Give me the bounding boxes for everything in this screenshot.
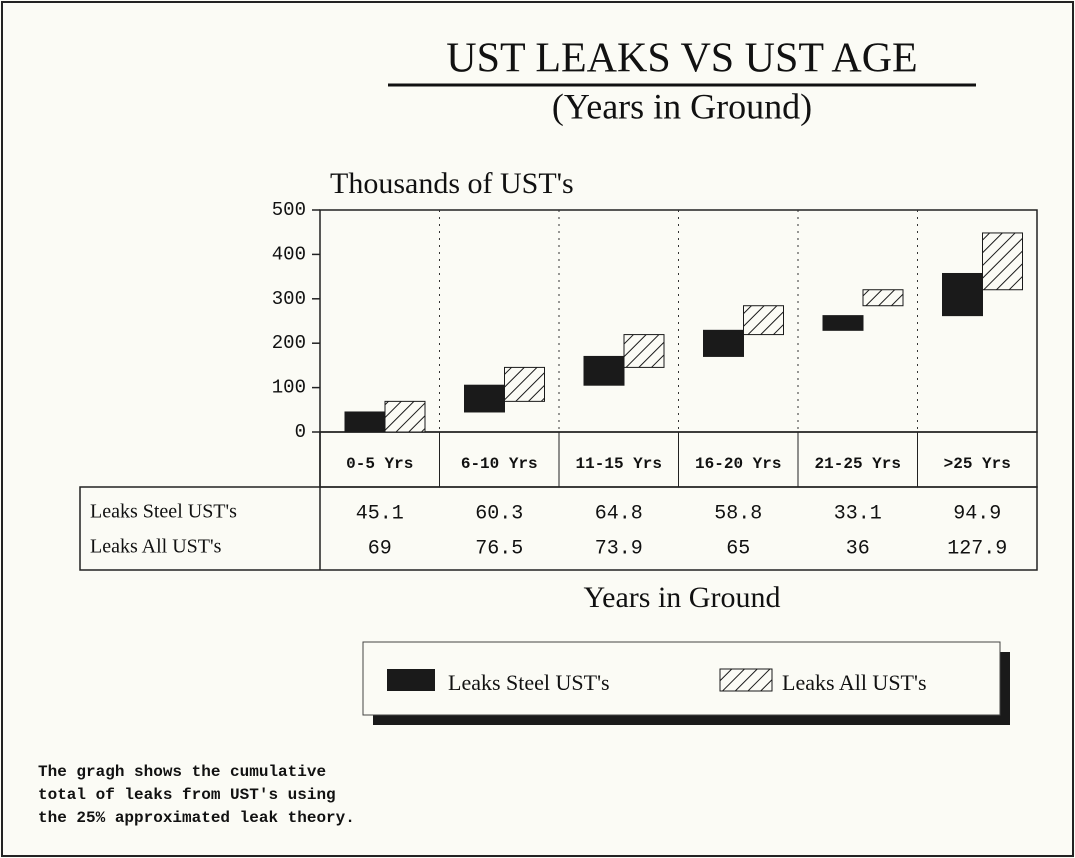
table-value: 69 <box>368 537 392 560</box>
x-tick-label: 16-20 Yrs <box>695 455 781 473</box>
bar <box>822 315 864 331</box>
bar <box>504 366 545 402</box>
table-value: 33.1 <box>834 502 882 525</box>
y-tick-label: 100 <box>272 377 306 399</box>
x-tick-label: 6-10 Yrs <box>461 455 538 473</box>
bar <box>982 232 1023 291</box>
table-value: 65 <box>726 537 750 560</box>
table-value: 94.9 <box>953 502 1001 525</box>
row-label: Leaks All UST's <box>90 536 222 558</box>
x-tick-label: >25 Yrs <box>944 455 1011 473</box>
table-value: 45.1 <box>356 502 404 525</box>
note: total of leaks from UST's using <box>38 786 336 804</box>
table-value: 127.9 <box>947 537 1007 560</box>
chart-subtitle: (Years in Ground) <box>552 86 812 126</box>
bar <box>862 289 904 307</box>
table <box>79 486 1038 571</box>
table-value: 58.8 <box>714 502 762 525</box>
bar <box>743 305 784 336</box>
y-tick-label: 500 <box>272 199 306 221</box>
y-axis-label: Thousands of UST's <box>330 167 574 200</box>
table-value: 76.5 <box>475 537 523 560</box>
y-tick-label: 400 <box>272 243 306 265</box>
row-label: Leaks Steel UST's <box>90 501 237 523</box>
legend-swatch <box>387 669 435 691</box>
bar <box>464 384 505 413</box>
table-value: 64.8 <box>595 502 643 525</box>
bar <box>384 400 426 433</box>
table-value: 60.3 <box>475 502 523 525</box>
x-tick-label: 11-15 Yrs <box>576 455 662 473</box>
bar <box>344 411 386 433</box>
bar <box>942 272 983 317</box>
bar <box>703 329 744 357</box>
table-value: 73.9 <box>595 537 643 560</box>
y-tick-label: 0 <box>295 421 306 443</box>
x-axis-label: Years in Ground <box>584 581 781 614</box>
y-tick-label: 200 <box>272 332 306 354</box>
x-tick-label: 21-25 Yrs <box>815 455 901 473</box>
y-tick-label: 300 <box>272 288 306 310</box>
note: The gragh shows the cumulative <box>38 763 326 781</box>
legend-label: Leaks All UST's <box>782 670 927 695</box>
bar <box>583 355 625 386</box>
legend-label: Leaks Steel UST's <box>448 670 610 695</box>
bar <box>623 334 665 368</box>
x-tick-label: 0-5 Yrs <box>346 455 413 473</box>
table-value: 36 <box>846 537 870 560</box>
note: the 25% approximated leak theory. <box>38 809 355 827</box>
legend <box>362 641 1001 716</box>
legend-swatch <box>719 668 773 692</box>
chart-title: UST LEAKS VS UST AGE <box>446 36 917 82</box>
